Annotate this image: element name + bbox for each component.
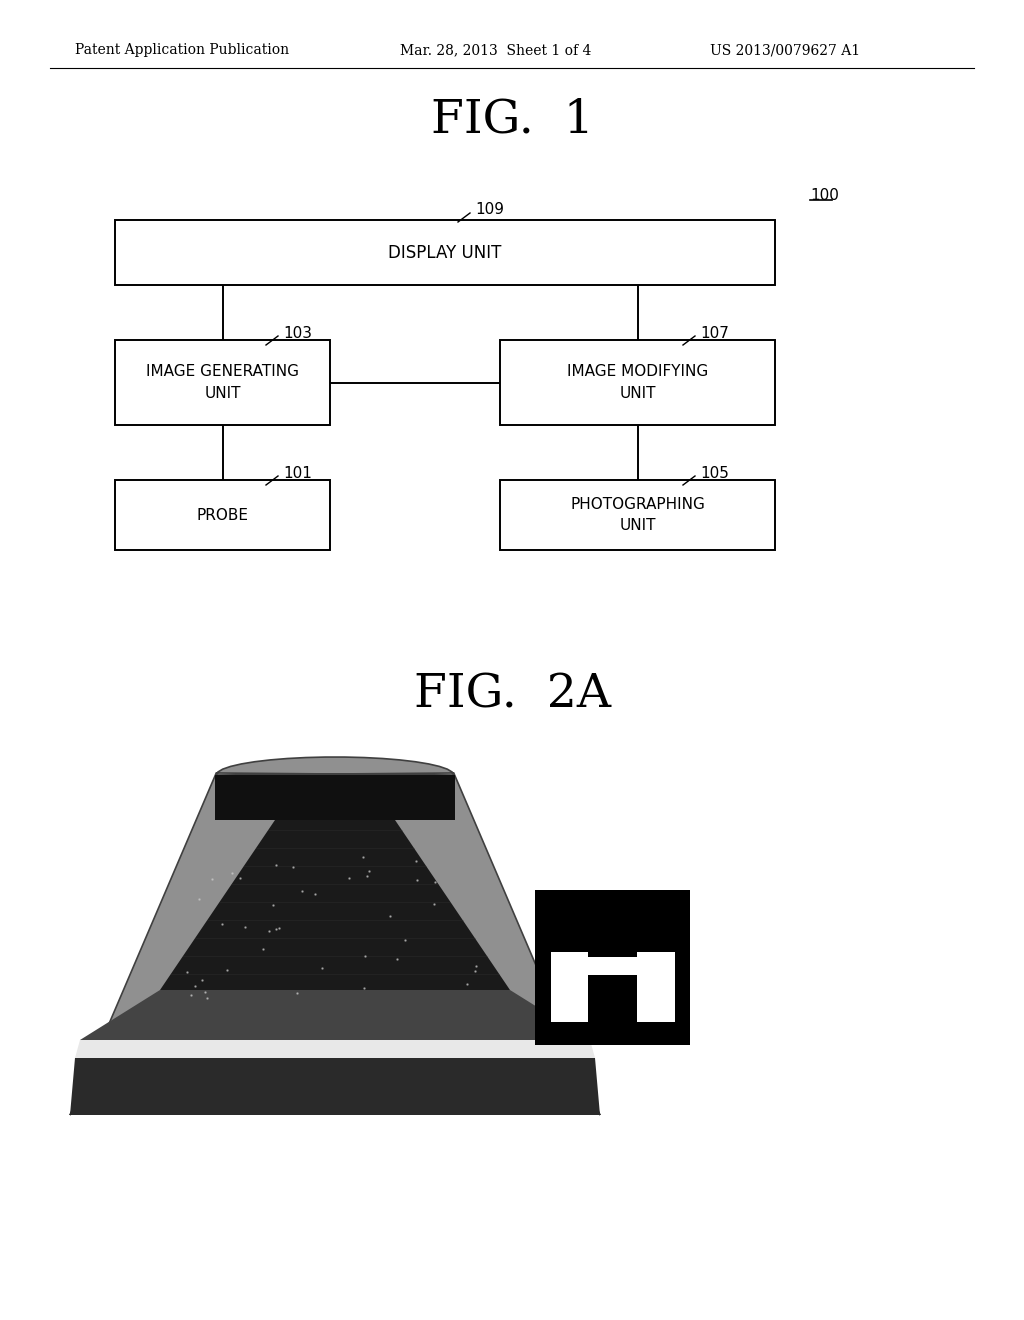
Text: PHOTOGRAPHING
UNIT: PHOTOGRAPHING UNIT	[570, 498, 705, 533]
Polygon shape	[70, 1059, 600, 1115]
Bar	[535, 890, 690, 1045]
Bar	[115, 480, 330, 550]
Text: 103: 103	[283, 326, 312, 341]
Bar	[551, 957, 675, 975]
Text: 107: 107	[700, 326, 729, 341]
Text: 105: 105	[700, 466, 729, 480]
Text: IMAGE MODIFYING
UNIT: IMAGE MODIFYING UNIT	[567, 364, 709, 400]
Text: PROBE: PROBE	[197, 507, 249, 523]
Text: 109: 109	[475, 202, 504, 218]
Bar	[115, 341, 330, 425]
Bar	[637, 797, 675, 843]
Bar	[500, 480, 775, 550]
Text: IMAGE GENERATING
UNIT: IMAGE GENERATING UNIT	[146, 364, 299, 400]
Text: Mar. 28, 2013  Sheet 1 of 4: Mar. 28, 2013 Sheet 1 of 4	[400, 44, 592, 57]
Polygon shape	[70, 758, 600, 1115]
Bar	[551, 797, 588, 843]
Bar	[551, 952, 588, 1022]
Polygon shape	[75, 1040, 595, 1059]
Bar	[637, 952, 675, 1022]
Polygon shape	[80, 990, 590, 1040]
Text: DISPLAY UNIT: DISPLAY UNIT	[388, 243, 502, 261]
Polygon shape	[160, 820, 510, 990]
Bar	[500, 341, 775, 425]
Text: 100: 100	[810, 187, 839, 202]
Text: 101: 101	[283, 466, 312, 480]
Text: US 2013/0079627 A1: US 2013/0079627 A1	[710, 44, 860, 57]
Bar	[115, 220, 775, 285]
Text: FIG.  2A: FIG. 2A	[414, 672, 610, 718]
Polygon shape	[215, 775, 455, 820]
Text: FIG.  1: FIG. 1	[430, 98, 594, 143]
Text: Patent Application Publication: Patent Application Publication	[75, 44, 289, 57]
